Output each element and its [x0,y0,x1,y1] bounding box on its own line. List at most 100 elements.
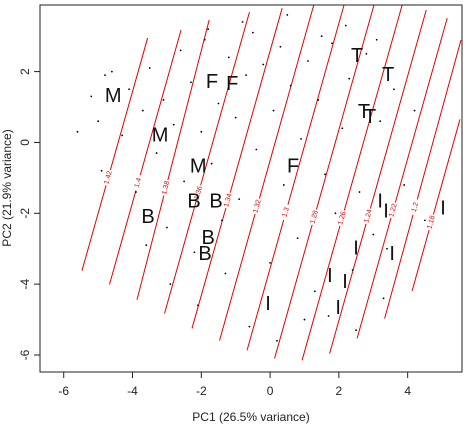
y-tick-label: -4 [18,278,32,289]
y-tick-label: -6 [18,349,32,360]
point [217,102,220,105]
contour-label-bg [222,191,235,210]
group-label: I [335,297,341,319]
group-label: I [377,191,383,213]
contour-label-bg [336,209,349,227]
point [166,226,168,229]
point [110,70,113,73]
group-label: I [440,197,446,219]
point [317,99,320,101]
point [251,31,254,34]
contour-line [384,39,462,319]
point [341,127,344,130]
contour-label: 1.3 [281,207,290,218]
point [196,304,199,307]
group-label: F [287,156,299,178]
point [324,173,327,176]
point [234,116,237,119]
point [190,81,192,84]
point [344,24,347,27]
group-label: M [152,125,169,147]
point [423,219,426,222]
contour-label: 1.34 [223,193,233,208]
x-tick-label: 0 [267,384,274,398]
point [224,272,227,275]
group-label: I [342,271,348,293]
group-label: I [327,265,333,287]
group-label: F [226,73,238,95]
contour-label-bg [308,208,321,226]
group-label: B [198,243,211,265]
contour-label-bg [102,168,115,187]
point [162,99,165,101]
point [227,56,230,59]
contour-label-bg [160,179,172,197]
point [210,162,213,165]
point [403,184,406,186]
point [179,49,182,52]
group-label: B [141,206,154,228]
point [104,74,106,77]
x-tick-label: -6 [58,384,69,398]
point [238,198,241,201]
point [296,237,299,239]
x-tick-label: 4 [404,384,411,398]
point [358,191,361,193]
point [183,180,186,183]
contour-label: 1.42 [103,170,113,185]
contour-line [108,30,182,285]
point [207,28,210,30]
point [90,95,93,98]
point [262,63,265,66]
group-label: M [190,156,207,178]
contour-label-bg [279,203,292,222]
point [372,233,375,236]
group-label: T [364,106,376,128]
x-axis-label: PC1 (26.5% variance) [192,410,309,424]
point [276,339,278,342]
point [193,251,196,254]
point [148,67,151,69]
contour-label: 1.26 [337,211,347,226]
contour-line [246,4,345,351]
contour-line [274,4,375,359]
point [245,74,247,77]
contour-label: 1.36 [194,185,204,200]
contour-label: 1.2 [411,202,420,213]
point [282,184,285,186]
point [145,244,148,247]
contour-line [136,19,210,300]
contour-line [164,11,250,314]
point [320,35,323,38]
contour-label: 1.38 [161,180,171,195]
plot-frame [39,4,463,373]
contour-label-bg [387,201,400,220]
point [269,261,271,264]
point [200,130,203,133]
group-label: I [383,201,389,223]
group-label: B [209,191,222,213]
group-label: M [105,85,122,107]
contour-label: 1.28 [309,210,319,225]
point [375,38,378,41]
y-axis-label: PC2 (21.9% variance) [0,129,14,246]
point [355,329,357,332]
point [279,45,282,48]
point [100,169,103,172]
point [393,88,395,91]
group-label: T [358,101,370,123]
point [289,84,292,87]
point [365,52,368,55]
point [386,247,388,250]
point [97,120,100,123]
group-label: F [206,71,218,93]
point [76,130,79,133]
group-label: B [187,191,200,213]
contour-label-bg [192,184,205,202]
y-tick-label: 0 [18,139,32,146]
point [248,325,251,328]
contour-label-bg [251,197,264,216]
contour-label: 1.22 [388,203,398,218]
group-label: I [353,237,359,259]
